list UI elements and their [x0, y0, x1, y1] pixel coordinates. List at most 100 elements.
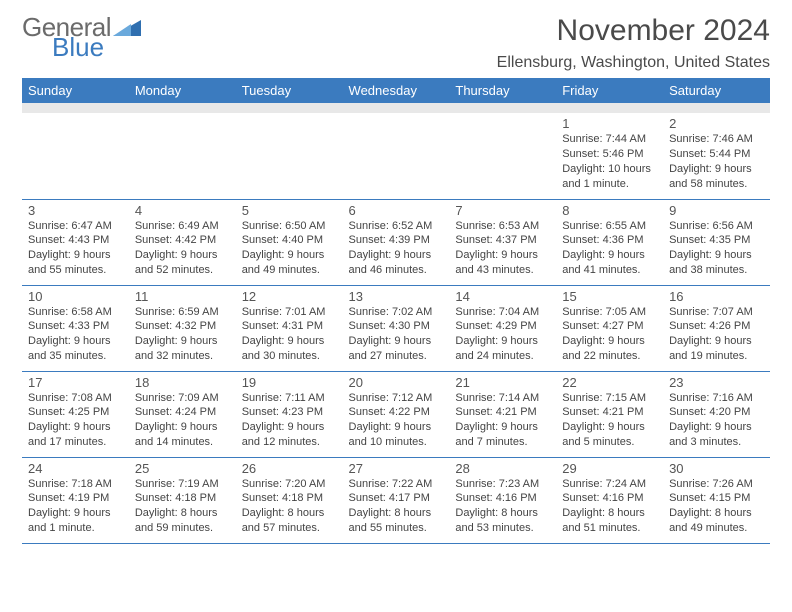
day-number: 4: [135, 203, 230, 218]
day-cell: 20Sunrise: 7:12 AMSunset: 4:22 PMDayligh…: [343, 371, 450, 457]
daylight-text: Daylight: 9 hours and 30 minutes.: [242, 334, 337, 364]
sunset-text: Sunset: 4:24 PM: [135, 405, 230, 420]
sunset-text: Sunset: 4:37 PM: [455, 233, 550, 248]
sunset-text: Sunset: 5:44 PM: [669, 147, 764, 162]
daylight-text: Daylight: 9 hours and 22 minutes.: [562, 334, 657, 364]
day-number: 29: [562, 461, 657, 476]
day-number: 13: [349, 289, 444, 304]
sunset-text: Sunset: 4:16 PM: [562, 491, 657, 506]
col-monday: Monday: [129, 78, 236, 103]
day-number: 12: [242, 289, 337, 304]
daylight-text: Daylight: 9 hours and 52 minutes.: [135, 248, 230, 278]
sunrise-text: Sunrise: 6:58 AM: [28, 305, 123, 320]
daylight-text: Daylight: 8 hours and 53 minutes.: [455, 506, 550, 536]
day-number: 14: [455, 289, 550, 304]
daylight-text: Daylight: 9 hours and 10 minutes.: [349, 420, 444, 450]
daylight-text: Daylight: 9 hours and 35 minutes.: [28, 334, 123, 364]
day-cell: 21Sunrise: 7:14 AMSunset: 4:21 PMDayligh…: [449, 371, 556, 457]
daylight-text: Daylight: 9 hours and 55 minutes.: [28, 248, 123, 278]
sunrise-text: Sunrise: 7:16 AM: [669, 391, 764, 406]
day-cell: 2Sunrise: 7:46 AMSunset: 5:44 PMDaylight…: [663, 113, 770, 199]
logo: General Blue: [22, 14, 141, 60]
day-number: 5: [242, 203, 337, 218]
day-number: 9: [669, 203, 764, 218]
day-cell: 23Sunrise: 7:16 AMSunset: 4:20 PMDayligh…: [663, 371, 770, 457]
sunrise-text: Sunrise: 7:07 AM: [669, 305, 764, 320]
day-cell: 30Sunrise: 7:26 AMSunset: 4:15 PMDayligh…: [663, 457, 770, 543]
day-number: 10: [28, 289, 123, 304]
sunset-text: Sunset: 4:20 PM: [669, 405, 764, 420]
sunset-text: Sunset: 4:19 PM: [28, 491, 123, 506]
location-text: Ellensburg, Washington, United States: [497, 54, 770, 72]
sunrise-text: Sunrise: 7:08 AM: [28, 391, 123, 406]
day-number: 23: [669, 375, 764, 390]
day-cell: 17Sunrise: 7:08 AMSunset: 4:25 PMDayligh…: [22, 371, 129, 457]
daylight-text: Daylight: 9 hours and 12 minutes.: [242, 420, 337, 450]
sunrise-text: Sunrise: 7:24 AM: [562, 477, 657, 492]
day-number: 18: [135, 375, 230, 390]
sunrise-text: Sunrise: 7:02 AM: [349, 305, 444, 320]
day-cell: 9Sunrise: 6:56 AMSunset: 4:35 PMDaylight…: [663, 199, 770, 285]
sunset-text: Sunset: 4:18 PM: [135, 491, 230, 506]
day-number: 21: [455, 375, 550, 390]
day-cell: 24Sunrise: 7:18 AMSunset: 4:19 PMDayligh…: [22, 457, 129, 543]
daylight-text: Daylight: 9 hours and 19 minutes.: [669, 334, 764, 364]
day-number: 11: [135, 289, 230, 304]
sunrise-text: Sunrise: 7:44 AM: [562, 132, 657, 147]
day-cell: 16Sunrise: 7:07 AMSunset: 4:26 PMDayligh…: [663, 285, 770, 371]
day-cell: 12Sunrise: 7:01 AMSunset: 4:31 PMDayligh…: [236, 285, 343, 371]
day-number: 6: [349, 203, 444, 218]
sub-header-row: [22, 103, 770, 113]
sunset-text: Sunset: 4:23 PM: [242, 405, 337, 420]
sunset-text: Sunset: 4:21 PM: [455, 405, 550, 420]
daylight-text: Daylight: 9 hours and 7 minutes.: [455, 420, 550, 450]
sunset-text: Sunset: 4:32 PM: [135, 319, 230, 334]
day-number: 17: [28, 375, 123, 390]
sunset-text: Sunset: 4:17 PM: [349, 491, 444, 506]
empty-cell: [236, 113, 343, 199]
col-thursday: Thursday: [449, 78, 556, 103]
sunrise-text: Sunrise: 6:56 AM: [669, 219, 764, 234]
day-number: 2: [669, 116, 764, 131]
daylight-text: Daylight: 8 hours and 51 minutes.: [562, 506, 657, 536]
sunrise-text: Sunrise: 7:23 AM: [455, 477, 550, 492]
empty-cell: [22, 113, 129, 199]
sunset-text: Sunset: 4:30 PM: [349, 319, 444, 334]
daylight-text: Daylight: 9 hours and 24 minutes.: [455, 334, 550, 364]
day-cell: 8Sunrise: 6:55 AMSunset: 4:36 PMDaylight…: [556, 199, 663, 285]
sunrise-text: Sunrise: 6:59 AM: [135, 305, 230, 320]
sunset-text: Sunset: 4:31 PM: [242, 319, 337, 334]
sunset-text: Sunset: 4:39 PM: [349, 233, 444, 248]
day-cell: 15Sunrise: 7:05 AMSunset: 4:27 PMDayligh…: [556, 285, 663, 371]
daylight-text: Daylight: 9 hours and 43 minutes.: [455, 248, 550, 278]
calendar-week-row: 3Sunrise: 6:47 AMSunset: 4:43 PMDaylight…: [22, 199, 770, 285]
day-number: 22: [562, 375, 657, 390]
day-number: 28: [455, 461, 550, 476]
sunrise-text: Sunrise: 7:14 AM: [455, 391, 550, 406]
sunrise-text: Sunrise: 6:50 AM: [242, 219, 337, 234]
daylight-text: Daylight: 8 hours and 59 minutes.: [135, 506, 230, 536]
sunrise-text: Sunrise: 7:46 AM: [669, 132, 764, 147]
sunrise-text: Sunrise: 7:19 AM: [135, 477, 230, 492]
calendar-week-row: 1Sunrise: 7:44 AMSunset: 5:46 PMDaylight…: [22, 113, 770, 199]
sunrise-text: Sunrise: 7:26 AM: [669, 477, 764, 492]
day-number: 16: [669, 289, 764, 304]
day-cell: 14Sunrise: 7:04 AMSunset: 4:29 PMDayligh…: [449, 285, 556, 371]
daylight-text: Daylight: 9 hours and 46 minutes.: [349, 248, 444, 278]
sunset-text: Sunset: 4:18 PM: [242, 491, 337, 506]
day-cell: 25Sunrise: 7:19 AMSunset: 4:18 PMDayligh…: [129, 457, 236, 543]
day-cell: 22Sunrise: 7:15 AMSunset: 4:21 PMDayligh…: [556, 371, 663, 457]
sunrise-text: Sunrise: 7:04 AM: [455, 305, 550, 320]
sunrise-text: Sunrise: 6:52 AM: [349, 219, 444, 234]
sunrise-text: Sunrise: 7:05 AM: [562, 305, 657, 320]
sunset-text: Sunset: 4:35 PM: [669, 233, 764, 248]
sunrise-text: Sunrise: 7:15 AM: [562, 391, 657, 406]
day-cell: 5Sunrise: 6:50 AMSunset: 4:40 PMDaylight…: [236, 199, 343, 285]
sunrise-text: Sunrise: 6:49 AM: [135, 219, 230, 234]
day-number: 1: [562, 116, 657, 131]
weekday-header-row: Sunday Monday Tuesday Wednesday Thursday…: [22, 78, 770, 103]
col-wednesday: Wednesday: [343, 78, 450, 103]
empty-cell: [343, 113, 450, 199]
sunset-text: Sunset: 4:26 PM: [669, 319, 764, 334]
day-number: 15: [562, 289, 657, 304]
